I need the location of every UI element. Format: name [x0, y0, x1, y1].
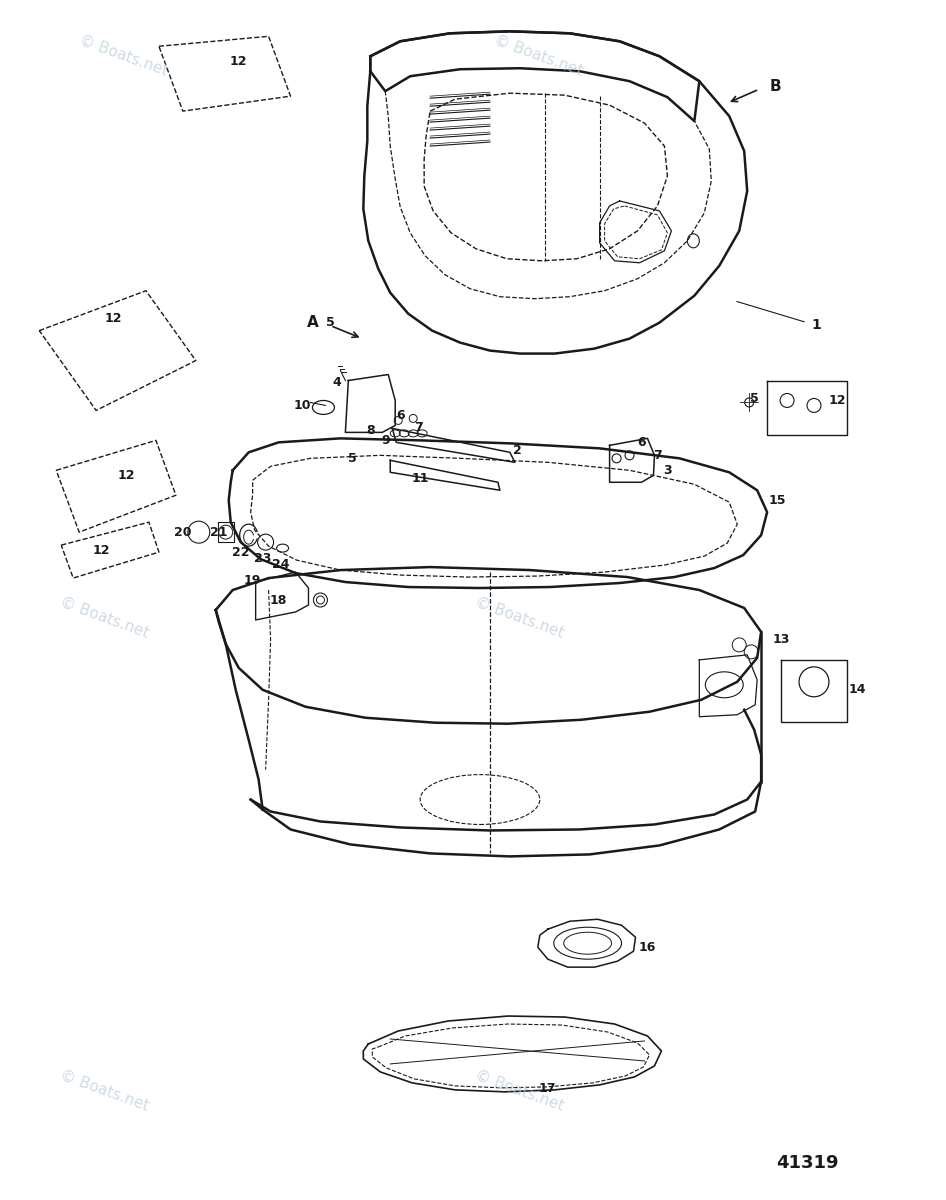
- Text: 6: 6: [638, 436, 646, 449]
- Text: 12: 12: [93, 544, 110, 557]
- Text: 12: 12: [828, 394, 846, 407]
- Text: © Boats.net: © Boats.net: [492, 32, 585, 78]
- Text: 20: 20: [174, 526, 192, 539]
- Text: 5: 5: [326, 316, 335, 329]
- Text: 18: 18: [270, 594, 288, 606]
- Text: 12: 12: [117, 469, 134, 481]
- Text: 23: 23: [254, 552, 272, 564]
- Text: 5: 5: [348, 452, 357, 464]
- Text: 12: 12: [104, 312, 122, 325]
- Text: 7: 7: [653, 449, 662, 462]
- Text: 1: 1: [811, 318, 821, 331]
- Text: 21: 21: [210, 526, 227, 539]
- Text: 14: 14: [849, 683, 866, 696]
- Text: 15: 15: [768, 493, 786, 506]
- Text: 7: 7: [413, 421, 423, 434]
- Text: 13: 13: [772, 634, 790, 647]
- Text: 5: 5: [750, 392, 759, 404]
- Text: A: A: [307, 316, 319, 330]
- Text: © Boats.net: © Boats.net: [473, 595, 566, 641]
- Text: 6: 6: [396, 409, 405, 422]
- Text: 41319: 41319: [777, 1154, 839, 1172]
- Text: 11: 11: [412, 472, 429, 485]
- Text: © Boats.net: © Boats.net: [58, 1068, 150, 1114]
- Text: 9: 9: [381, 434, 390, 446]
- Text: 17: 17: [539, 1082, 556, 1096]
- Text: 4: 4: [332, 376, 341, 389]
- Text: 8: 8: [366, 424, 375, 437]
- Text: 12: 12: [230, 55, 248, 67]
- Text: © Boats.net: © Boats.net: [473, 1068, 566, 1114]
- Text: 2: 2: [514, 444, 522, 457]
- Text: 16: 16: [639, 941, 657, 954]
- Text: 3: 3: [663, 464, 672, 476]
- Text: 22: 22: [232, 546, 250, 559]
- Text: © Boats.net: © Boats.net: [58, 595, 150, 641]
- Text: © Boats.net: © Boats.net: [77, 32, 169, 78]
- Text: B: B: [769, 79, 780, 94]
- Text: 10: 10: [294, 398, 311, 412]
- Text: 19: 19: [244, 574, 261, 587]
- Text: 24: 24: [272, 558, 289, 570]
